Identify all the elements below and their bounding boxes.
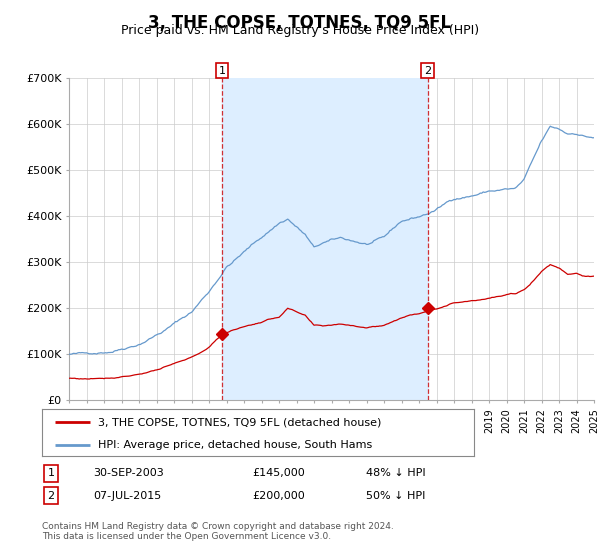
Text: 3, THE COPSE, TOTNES, TQ9 5FL: 3, THE COPSE, TOTNES, TQ9 5FL [148,14,452,32]
Text: 2: 2 [424,66,431,76]
Text: Contains HM Land Registry data © Crown copyright and database right 2024.
This d: Contains HM Land Registry data © Crown c… [42,522,394,542]
Text: 1: 1 [218,66,226,76]
Text: £200,000: £200,000 [252,491,305,501]
Text: 2: 2 [47,491,55,501]
Bar [222,78,428,400]
Text: HPI: Average price, detached house, South Hams: HPI: Average price, detached house, Sout… [98,440,373,450]
Text: 07-JUL-2015: 07-JUL-2015 [93,491,161,501]
Text: 3, THE COPSE, TOTNES, TQ9 5FL (detached house): 3, THE COPSE, TOTNES, TQ9 5FL (detached … [98,417,382,427]
Text: Price paid vs. HM Land Registry's House Price Index (HPI): Price paid vs. HM Land Registry's House … [121,24,479,37]
Text: 1: 1 [47,468,55,478]
Text: 50% ↓ HPI: 50% ↓ HPI [366,491,425,501]
Text: 30-SEP-2003: 30-SEP-2003 [93,468,164,478]
Text: £145,000: £145,000 [252,468,305,478]
Text: 48% ↓ HPI: 48% ↓ HPI [366,468,425,478]
